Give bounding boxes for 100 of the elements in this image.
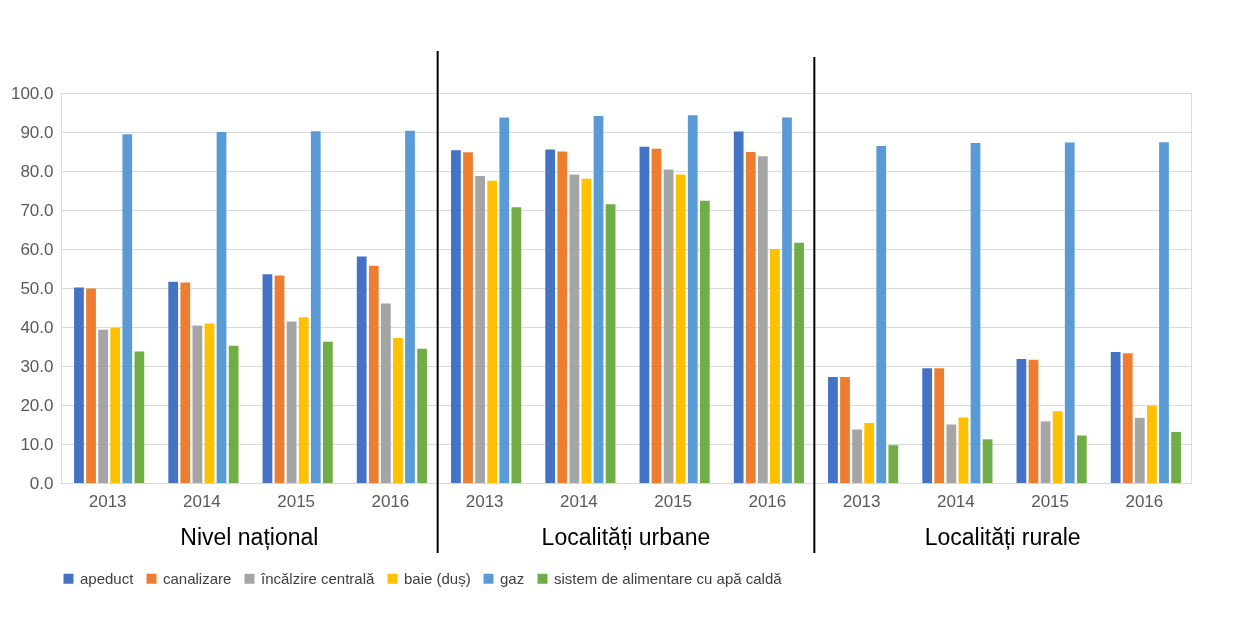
x-tick-label: 2015 <box>1031 491 1070 511</box>
bar <box>451 150 461 483</box>
y-tick-label: 100.0 <box>10 83 54 103</box>
bar <box>770 249 780 483</box>
bar <box>487 180 498 483</box>
text: Nivel național <box>180 524 319 550</box>
bar <box>852 429 862 483</box>
bar <box>864 422 875 483</box>
legend-label: sistem de alimentare cu apă caldă <box>554 569 783 587</box>
bar <box>557 151 568 483</box>
bar <box>74 287 84 483</box>
bar <box>982 439 993 483</box>
bar <box>1122 353 1133 483</box>
x-tick-label: 2015 <box>277 491 316 511</box>
bar <box>593 116 604 483</box>
x-tick-label: 2016 <box>748 491 787 511</box>
bar <box>86 288 96 483</box>
legend-label: gaz <box>500 569 525 587</box>
bar <box>393 337 403 483</box>
bar <box>380 303 391 483</box>
bar <box>511 207 522 483</box>
x-tick-label: 2016 <box>371 491 410 511</box>
x-tick-label: 2013 <box>88 491 127 511</box>
y-tick-label: 50.0 <box>20 278 54 298</box>
bar <box>639 146 650 483</box>
bar <box>134 351 145 483</box>
bar <box>1076 435 1087 483</box>
bar <box>687 115 698 483</box>
bar <box>262 274 273 483</box>
bar <box>1110 351 1121 483</box>
bar <box>934 368 945 483</box>
bar <box>1171 431 1181 483</box>
bar <box>368 265 379 483</box>
bar <box>970 142 981 483</box>
bar <box>1028 359 1039 483</box>
y-tick-label: 30.0 <box>20 356 54 376</box>
bar <box>922 368 933 483</box>
x-tick-label: 2014 <box>182 491 221 511</box>
bar <box>417 348 427 483</box>
bar <box>828 376 838 483</box>
bar <box>605 204 616 483</box>
y-tick-label: 10.0 <box>20 434 54 454</box>
bar <box>581 178 592 483</box>
legend-label: încălzire centrală <box>260 569 376 587</box>
bar <box>168 281 179 483</box>
bar <box>405 130 415 483</box>
bar <box>733 131 744 483</box>
bar <box>663 169 674 483</box>
bar <box>569 174 580 483</box>
bar <box>298 317 309 483</box>
bar <box>499 117 510 483</box>
x-tick-label: 2014 <box>936 491 975 511</box>
bar <box>888 445 899 483</box>
bar <box>356 256 367 483</box>
bar <box>675 174 686 483</box>
bar <box>946 424 957 483</box>
x-tick-label: 2013 <box>465 491 504 511</box>
bar <box>782 117 792 483</box>
x-tick-label: 2016 <box>1125 491 1164 511</box>
bar <box>958 417 969 483</box>
legend-label: apeduct <box>80 569 135 587</box>
text: Localități rurale <box>924 524 1081 550</box>
bar <box>228 345 239 483</box>
bar <box>699 200 710 483</box>
y-tick-label: 80.0 <box>20 161 54 181</box>
bar <box>745 151 756 483</box>
bar <box>192 325 203 483</box>
bar <box>1147 405 1157 483</box>
y-tick-label: 90.0 <box>20 122 54 142</box>
y-tick-label: 40.0 <box>20 317 54 337</box>
bar <box>1052 411 1063 483</box>
text: Localități urbane <box>541 524 711 550</box>
x-tick-label: 2014 <box>559 491 598 511</box>
bar <box>876 146 887 483</box>
bar <box>204 323 215 483</box>
bar <box>794 242 804 483</box>
bar <box>1064 142 1075 483</box>
bar <box>180 282 191 483</box>
bar <box>216 132 227 483</box>
y-tick-label: 20.0 <box>20 395 54 415</box>
bar <box>757 156 768 483</box>
legend-label: baie (duș) <box>404 569 471 587</box>
bar <box>463 152 473 483</box>
y-tick-label: 60.0 <box>20 239 54 259</box>
bar <box>545 149 556 483</box>
bar <box>98 329 108 483</box>
x-tick-label: 2015 <box>654 491 693 511</box>
legend-label: canalizare <box>163 569 232 587</box>
y-tick-label: 70.0 <box>20 200 54 220</box>
bar <box>475 176 485 483</box>
bar <box>274 275 285 483</box>
bar <box>1040 421 1051 483</box>
bar <box>840 376 850 483</box>
bar <box>322 341 333 483</box>
bar <box>286 321 297 483</box>
y-tick-label: 0.0 <box>29 473 54 493</box>
x-tick-label: 2013 <box>842 491 881 511</box>
bar <box>1159 142 1169 483</box>
bar <box>1016 358 1027 483</box>
bar <box>651 148 662 483</box>
